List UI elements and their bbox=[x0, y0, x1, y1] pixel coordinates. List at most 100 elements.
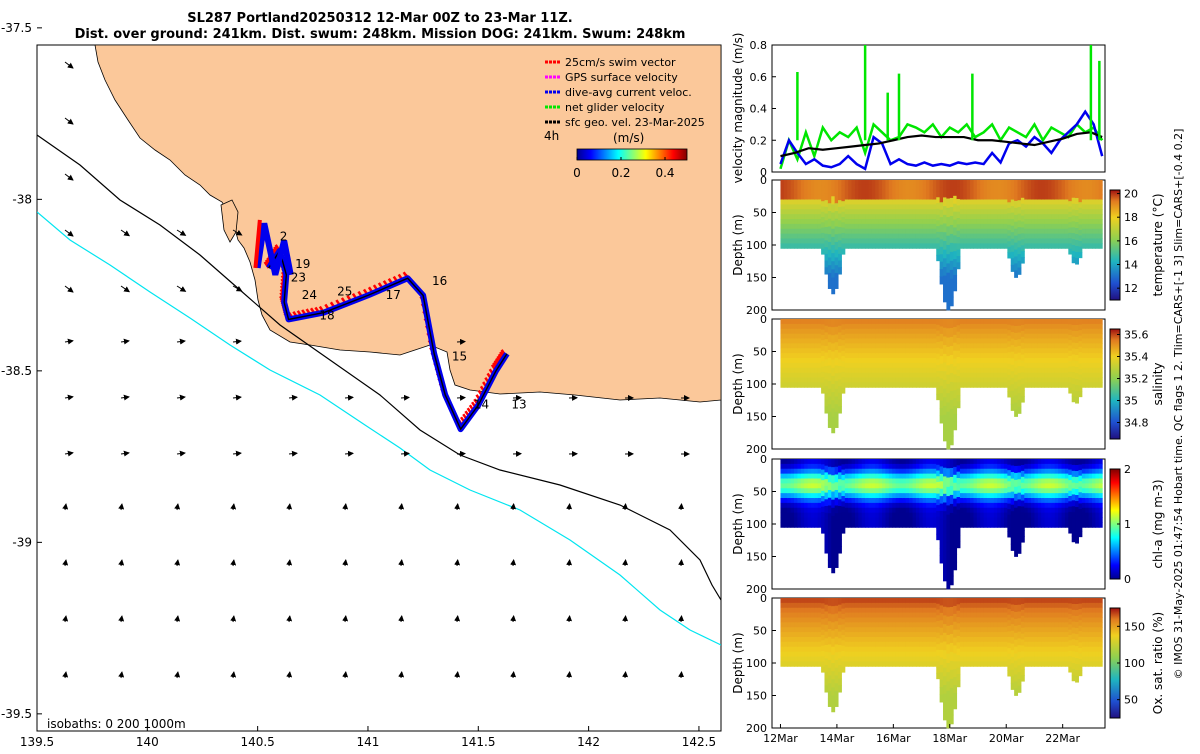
section-cell bbox=[1051, 348, 1055, 353]
section-cell bbox=[1072, 396, 1076, 402]
section-cell bbox=[994, 214, 998, 219]
section-cell bbox=[889, 339, 893, 344]
section-cell bbox=[882, 214, 886, 219]
section-cell bbox=[994, 508, 998, 513]
section-cell bbox=[909, 647, 913, 652]
section-cell bbox=[1055, 513, 1059, 518]
section-cell bbox=[865, 190, 869, 195]
section-cell bbox=[1058, 493, 1062, 498]
section-cell bbox=[885, 239, 889, 244]
section-cell bbox=[862, 329, 866, 334]
section-cell bbox=[1004, 503, 1008, 508]
section-cell bbox=[990, 358, 994, 363]
section-cell bbox=[1034, 180, 1038, 185]
section-cell bbox=[906, 204, 910, 209]
section-cell bbox=[940, 416, 944, 424]
section-cell bbox=[824, 632, 828, 639]
section-cell bbox=[923, 608, 927, 613]
section-cell bbox=[929, 652, 933, 657]
section-cell bbox=[869, 334, 873, 339]
section-cell bbox=[845, 229, 849, 234]
section-cell bbox=[923, 224, 927, 229]
section-cell bbox=[1011, 258, 1015, 265]
section-cell bbox=[909, 508, 913, 513]
section-cell bbox=[963, 224, 967, 229]
section-cell bbox=[1095, 204, 1099, 209]
section-cell bbox=[831, 492, 835, 501]
section-cell bbox=[1072, 489, 1076, 495]
section-cell bbox=[896, 239, 900, 244]
section-cell bbox=[824, 519, 828, 526]
section-cell bbox=[940, 474, 944, 482]
section-cell bbox=[973, 229, 977, 234]
section-cell bbox=[909, 229, 913, 234]
section-cell bbox=[1065, 190, 1069, 195]
section-cell bbox=[780, 200, 784, 205]
section-cell bbox=[811, 214, 815, 219]
section-cell bbox=[879, 234, 883, 239]
section-cell bbox=[987, 195, 991, 200]
section-cell bbox=[821, 651, 825, 657]
section-cell bbox=[1031, 195, 1035, 200]
section-cell bbox=[1068, 512, 1072, 518]
section-cell bbox=[970, 513, 974, 518]
section-cell bbox=[950, 243, 954, 252]
section-cell bbox=[824, 359, 828, 366]
section-cell bbox=[818, 642, 822, 647]
section-cell bbox=[882, 627, 886, 632]
section-cell bbox=[879, 195, 883, 200]
section-cell bbox=[818, 522, 822, 527]
section-cell bbox=[946, 393, 950, 403]
section-cell bbox=[855, 637, 859, 642]
section-cell bbox=[1078, 219, 1082, 225]
section-cell bbox=[973, 348, 977, 353]
section-cell bbox=[828, 552, 832, 560]
section-cell bbox=[980, 334, 984, 339]
section-cell bbox=[808, 200, 812, 205]
section-cell bbox=[987, 353, 991, 358]
section-cell bbox=[791, 488, 795, 493]
section-cell bbox=[862, 373, 866, 378]
section-cell bbox=[882, 324, 886, 329]
section-cell bbox=[811, 652, 815, 657]
section-cell bbox=[818, 239, 822, 244]
section-cell bbox=[1021, 337, 1025, 343]
section-cell bbox=[973, 195, 977, 200]
velocity-y-tick-label: 0.8 bbox=[750, 39, 768, 52]
section-cell bbox=[1004, 469, 1008, 474]
section-cell bbox=[1085, 234, 1089, 239]
section-cell bbox=[1014, 215, 1018, 222]
section-cell bbox=[838, 353, 842, 360]
section-cell bbox=[1038, 488, 1042, 493]
section-cell bbox=[814, 319, 818, 324]
section-cell bbox=[780, 209, 784, 214]
section-cell bbox=[804, 243, 808, 248]
section-cell bbox=[1014, 208, 1018, 215]
section-colorbar-tick-label: 14 bbox=[1124, 259, 1138, 272]
section-cell bbox=[1099, 474, 1103, 479]
section-cell bbox=[804, 483, 808, 488]
section-cell bbox=[1092, 339, 1096, 344]
section-cell bbox=[1072, 465, 1076, 471]
section-cell bbox=[950, 288, 954, 297]
section-cell bbox=[997, 219, 1001, 224]
section-cell bbox=[936, 215, 940, 221]
section-cell bbox=[1014, 542, 1018, 549]
section-cell bbox=[858, 603, 862, 608]
section-cell bbox=[889, 513, 893, 518]
section-cell bbox=[814, 618, 818, 623]
section-cell bbox=[950, 549, 954, 558]
section-cell bbox=[1089, 224, 1093, 229]
section-cell bbox=[791, 209, 795, 214]
section-cell bbox=[994, 185, 998, 190]
section-cell bbox=[780, 647, 784, 652]
section-cell bbox=[997, 243, 1001, 248]
section-cell bbox=[885, 459, 889, 464]
section-cell bbox=[1051, 508, 1055, 513]
section-cell bbox=[963, 190, 967, 195]
section-cell bbox=[926, 464, 930, 469]
section-cell bbox=[882, 229, 886, 234]
section-cell bbox=[1041, 190, 1045, 195]
section-cell bbox=[913, 348, 917, 353]
section-cell bbox=[848, 378, 852, 383]
